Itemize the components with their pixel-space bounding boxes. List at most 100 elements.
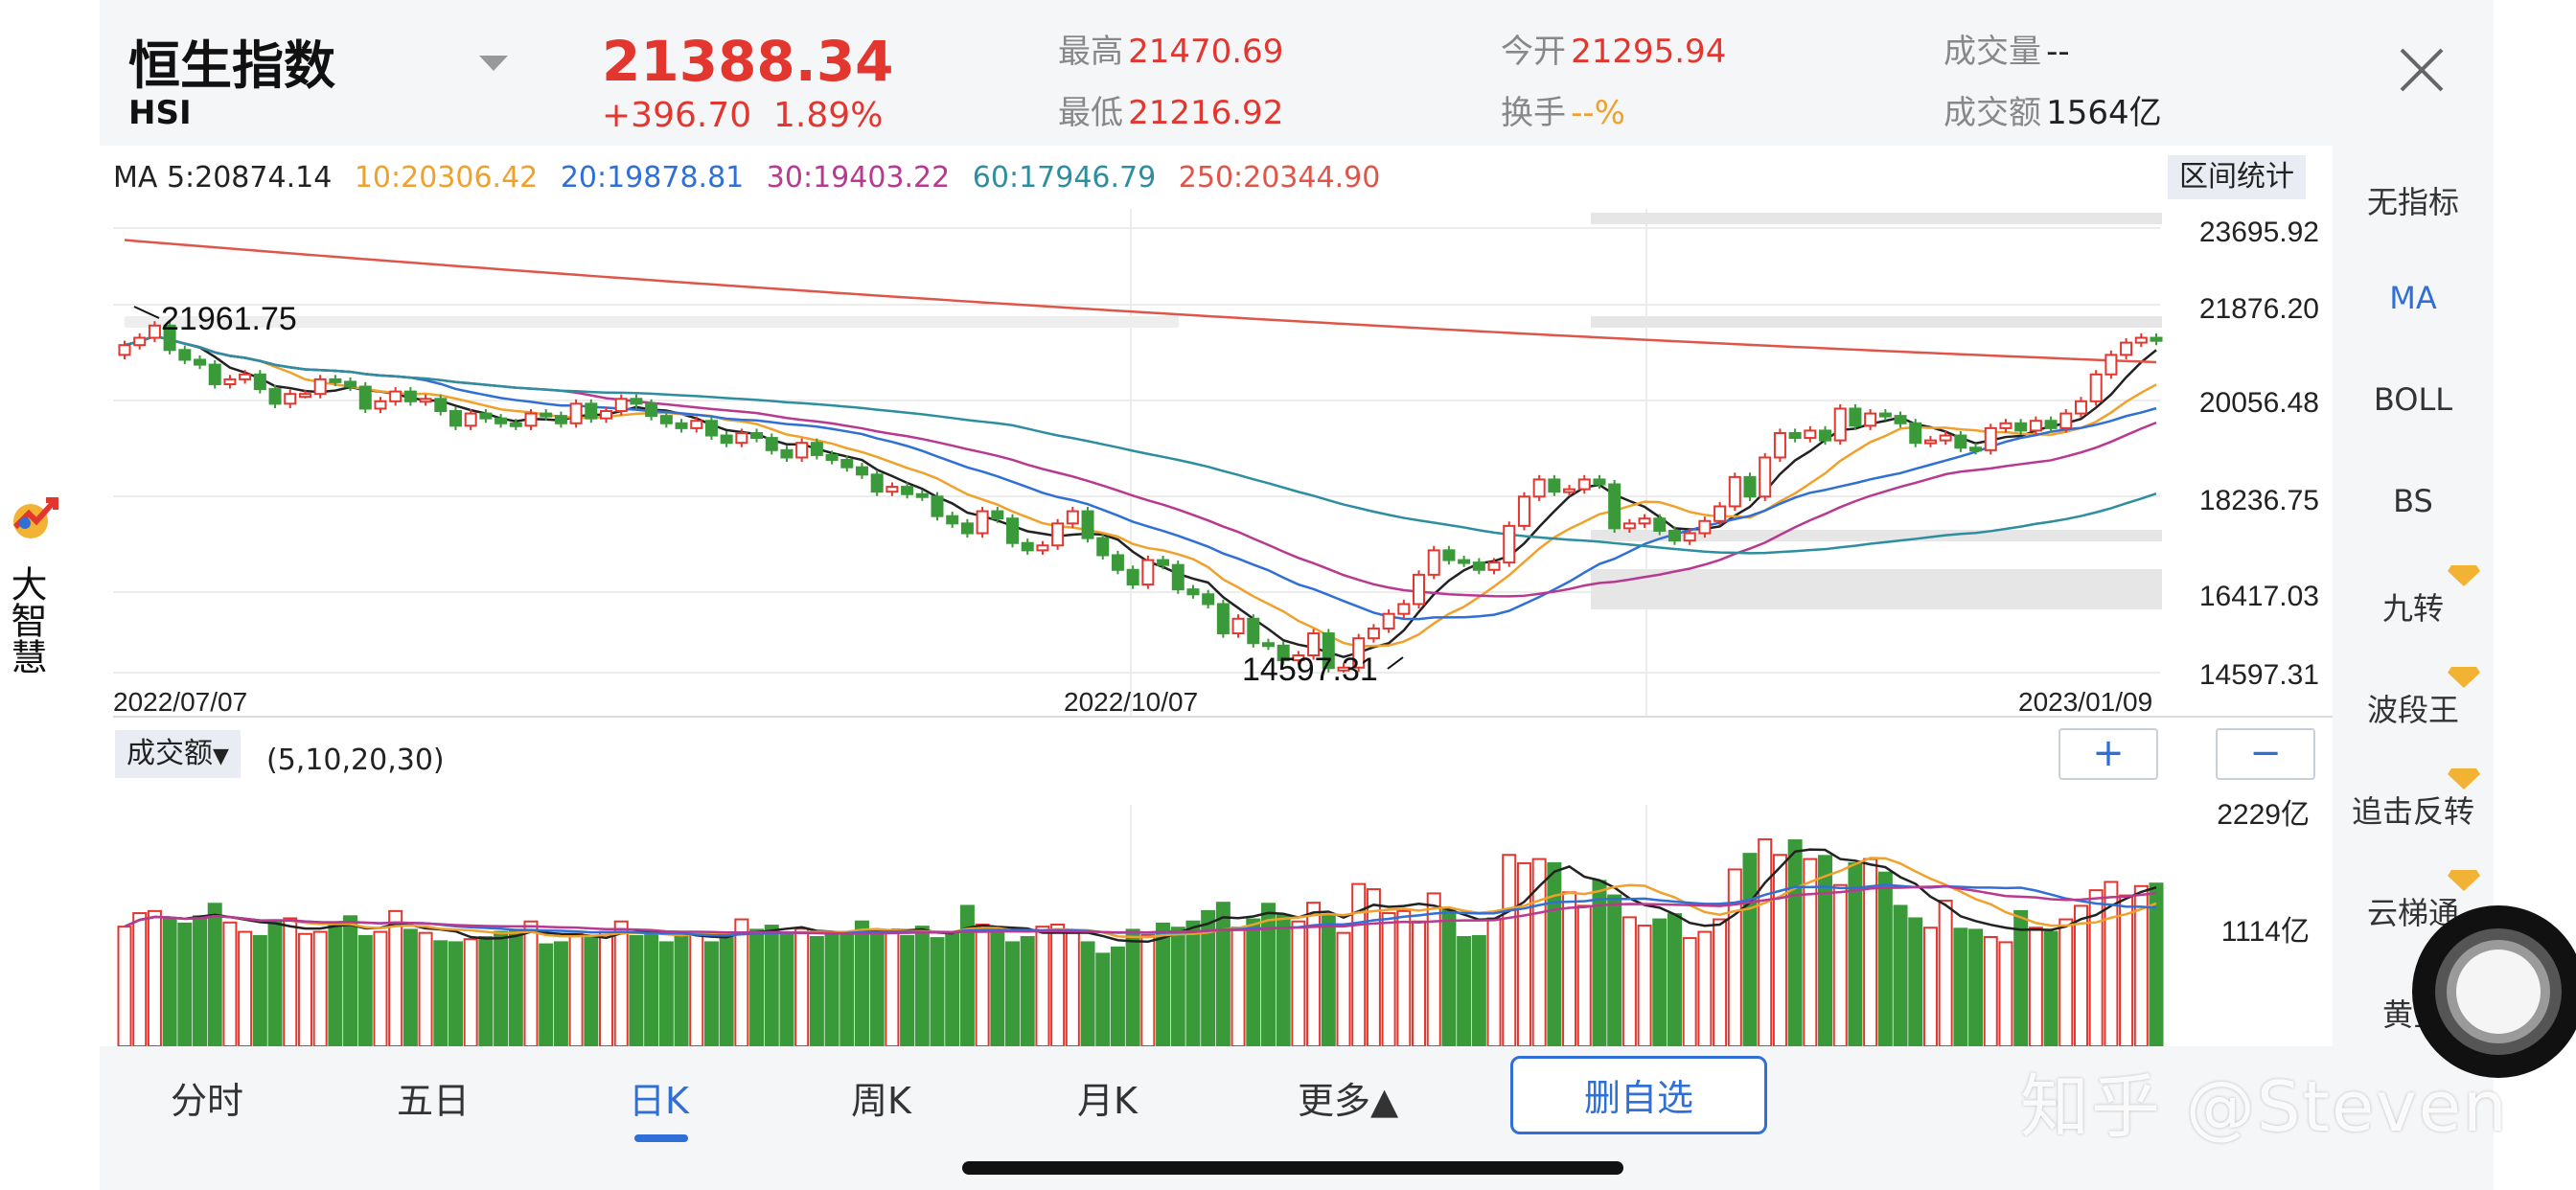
remove-watchlist-button[interactable]: 删自选 xyxy=(1510,1056,1767,1134)
volume-bar xyxy=(764,925,779,1047)
candle-body xyxy=(1307,632,1321,657)
support-zone xyxy=(125,316,1179,328)
zoom-in-button[interactable]: + xyxy=(2058,728,2158,780)
volume-bar xyxy=(1412,920,1427,1047)
candle-body xyxy=(2120,341,2133,356)
candle-body xyxy=(374,400,387,410)
tab-weekly-k[interactable]: 周K xyxy=(851,1080,911,1122)
volume-bar xyxy=(1050,923,1066,1047)
volume-bar xyxy=(719,934,734,1047)
tab-more[interactable]: 更多▲ xyxy=(1298,1080,1399,1122)
candle-body xyxy=(2074,400,2087,415)
candle-body xyxy=(2150,336,2163,342)
volume-bar xyxy=(1953,927,1968,1048)
volume-bar xyxy=(402,928,418,1048)
indicator-boll[interactable]: BOLL xyxy=(2373,381,2453,418)
candle-body xyxy=(1186,588,1200,596)
volume-indicator-select[interactable]: 成交额▼ xyxy=(115,730,241,778)
tab-intraday[interactable]: 分时 xyxy=(171,1080,244,1122)
volume-bar xyxy=(1742,853,1758,1047)
candle-body xyxy=(1202,593,1215,606)
candle-body xyxy=(1698,519,1712,535)
volume-bar xyxy=(854,920,869,1047)
volume-bar xyxy=(568,932,584,1047)
stat-volume-value: -- xyxy=(2046,33,2070,71)
candle-body xyxy=(358,385,372,410)
volume-bar xyxy=(1607,894,1622,1047)
candle-body xyxy=(1969,446,1983,452)
candle-body xyxy=(448,410,462,427)
candle-body xyxy=(1021,541,1034,552)
volume-bar xyxy=(1713,918,1728,1047)
volume-bars xyxy=(117,837,2164,1048)
volume-bar xyxy=(283,917,298,1047)
home-indicator xyxy=(962,1161,1623,1175)
candle-body xyxy=(960,522,974,535)
indicator-zhuiji[interactable]: 追击反转 xyxy=(2351,793,2474,830)
indicator-bs[interactable]: BS xyxy=(2393,483,2433,519)
tab-daily-k[interactable]: 日K xyxy=(629,1080,689,1122)
candle-body xyxy=(133,336,147,347)
candle-body xyxy=(1999,422,2012,429)
chart-grid xyxy=(113,209,2333,1044)
candle-body xyxy=(1638,517,1651,525)
candle-body xyxy=(178,349,192,361)
support-zone xyxy=(1591,213,2162,224)
volume-bar xyxy=(1441,908,1457,1047)
volume-bar xyxy=(238,930,253,1047)
volume-bar xyxy=(1682,937,1697,1047)
indicator-ma[interactable]: MA xyxy=(2389,280,2437,316)
candle-body xyxy=(509,422,522,427)
candle-body xyxy=(194,358,207,366)
tab-five-day[interactable]: 五日 xyxy=(397,1080,471,1122)
volume-bar xyxy=(1697,930,1713,1047)
zoom-out-button[interactable]: − xyxy=(2216,728,2315,780)
stat-open-label: 今开 xyxy=(1501,33,1566,71)
tab-monthly-k[interactable]: 月K xyxy=(1077,1080,1138,1122)
candle-body xyxy=(1819,429,1832,442)
candle-body xyxy=(1171,563,1184,591)
volume-bar xyxy=(1065,931,1080,1047)
volume-bar xyxy=(478,936,494,1047)
candles xyxy=(118,321,2163,673)
volume-bar xyxy=(494,930,509,1047)
candle-body xyxy=(2089,373,2103,402)
indicator-none[interactable]: 无指标 xyxy=(2366,184,2459,220)
volume-bar xyxy=(1938,900,1953,1048)
range-stats-button[interactable]: 区间统计 xyxy=(2168,155,2306,199)
volume-bar xyxy=(448,941,463,1048)
indicator-boduanwang[interactable]: 波段王 xyxy=(2366,692,2459,728)
candle-body xyxy=(1683,532,1696,542)
price-change: +396.70 1.89% xyxy=(602,96,883,135)
candle-body xyxy=(1577,478,1591,491)
volume-bar xyxy=(809,936,824,1047)
premium-gem-icon xyxy=(2448,667,2480,688)
chart-labels: 23695.92 21876.20 20056.48 18236.75 16417.03… xyxy=(113,217,2319,948)
volume-bar xyxy=(1035,926,1050,1048)
stat-volume: 成交量 -- xyxy=(1944,25,2070,72)
volume-bar xyxy=(1667,913,1682,1048)
volume-bar xyxy=(1321,914,1336,1048)
close-icon[interactable] xyxy=(2394,42,2450,98)
ma-lines xyxy=(124,239,2157,658)
stock-name[interactable]: 恒生指数 xyxy=(128,35,335,96)
candle-body xyxy=(1292,654,1305,662)
volume-bar xyxy=(930,937,945,1047)
volume-bar xyxy=(900,934,915,1047)
volume-bar xyxy=(1983,936,1998,1047)
quote-header xyxy=(100,0,2494,144)
volume-bar xyxy=(945,931,960,1047)
candle-body xyxy=(1487,561,1501,571)
volume-bar xyxy=(1110,946,1125,1047)
assistive-touch-button[interactable] xyxy=(2390,883,2576,1100)
candle-body xyxy=(1608,483,1622,530)
indicator-sidebar: 无指标 MA BOLL BS 九转 波段王 追击反转 云梯通 黄金 xyxy=(2333,146,2494,1046)
price-axis-label: 14597.31 xyxy=(2199,659,2319,691)
chevron-down-icon[interactable] xyxy=(479,56,508,71)
indicator-jiuzhuan[interactable]: 九转 xyxy=(2381,590,2444,627)
candle-body xyxy=(765,437,778,451)
candle-body xyxy=(1864,412,1877,427)
volume-bar xyxy=(599,930,614,1047)
